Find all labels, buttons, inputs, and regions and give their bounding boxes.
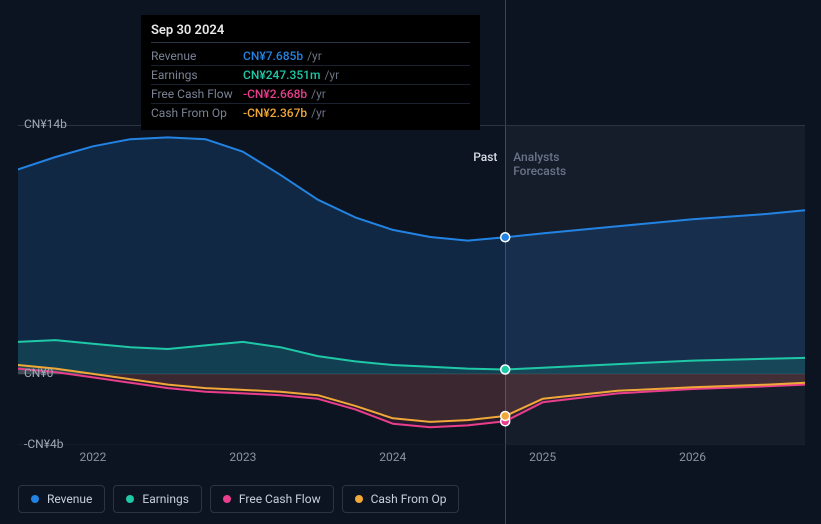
legend-label: Free Cash Flow bbox=[239, 492, 321, 506]
chart-legend: Revenue Earnings Free Cash Flow Cash From O… bbox=[18, 485, 459, 513]
tooltip-metric-value: -CN¥2.668b bbox=[243, 87, 307, 101]
tooltip-metric-label: Earnings bbox=[151, 68, 243, 82]
tooltip-row: EarningsCN¥247.351m/yr bbox=[151, 66, 470, 85]
tooltip-metric-value: CN¥7.685b bbox=[243, 49, 303, 63]
x-axis-label: 2026 bbox=[679, 450, 706, 464]
legend-dot-icon bbox=[31, 495, 39, 503]
x-axis-labels: 2022 2023 2024 2025 2026 bbox=[18, 450, 805, 470]
legend-dot-icon bbox=[223, 495, 231, 503]
legend-dot-icon bbox=[355, 495, 363, 503]
legend-item-cash-from-op[interactable]: Cash From Op bbox=[342, 485, 460, 513]
tooltip-metric-label: Cash From Op bbox=[151, 106, 243, 120]
tooltip-row: Free Cash Flow-CN¥2.668b/yr bbox=[151, 85, 470, 104]
tooltip-metric-unit: /yr bbox=[311, 106, 326, 120]
tooltip-metric-unit: /yr bbox=[307, 49, 322, 63]
tooltip-date: Sep 30 2024 bbox=[151, 23, 470, 43]
legend-dot-icon bbox=[126, 495, 134, 503]
chart-tooltip: Sep 30 2024 RevenueCN¥7.685b/yrEarningsC… bbox=[141, 15, 480, 130]
tooltip-metric-label: Revenue bbox=[151, 49, 243, 63]
tooltip-row: Cash From Op-CN¥2.367b/yr bbox=[151, 104, 470, 122]
tooltip-metric-value: CN¥247.351m bbox=[243, 68, 320, 82]
legend-item-revenue[interactable]: Revenue bbox=[18, 485, 105, 513]
legend-label: Revenue bbox=[47, 492, 92, 506]
x-axis-label: 2025 bbox=[529, 450, 556, 464]
x-axis-label: 2023 bbox=[229, 450, 256, 464]
legend-item-free-cash-flow[interactable]: Free Cash Flow bbox=[210, 485, 334, 513]
tooltip-metric-label: Free Cash Flow bbox=[151, 87, 243, 101]
tooltip-metric-unit: /yr bbox=[311, 87, 326, 101]
legend-item-earnings[interactable]: Earnings bbox=[113, 485, 202, 513]
x-axis-label: 2022 bbox=[79, 450, 106, 464]
legend-label: Earnings bbox=[142, 492, 189, 506]
tooltip-metric-unit: /yr bbox=[324, 68, 339, 82]
chart-area[interactable] bbox=[18, 125, 805, 445]
chart-svg bbox=[18, 125, 805, 445]
x-axis-label: 2024 bbox=[379, 450, 406, 464]
legend-label: Cash From Op bbox=[371, 492, 447, 506]
tooltip-metric-value: -CN¥2.367b bbox=[243, 106, 307, 120]
tooltip-row: RevenueCN¥7.685b/yr bbox=[151, 47, 470, 66]
